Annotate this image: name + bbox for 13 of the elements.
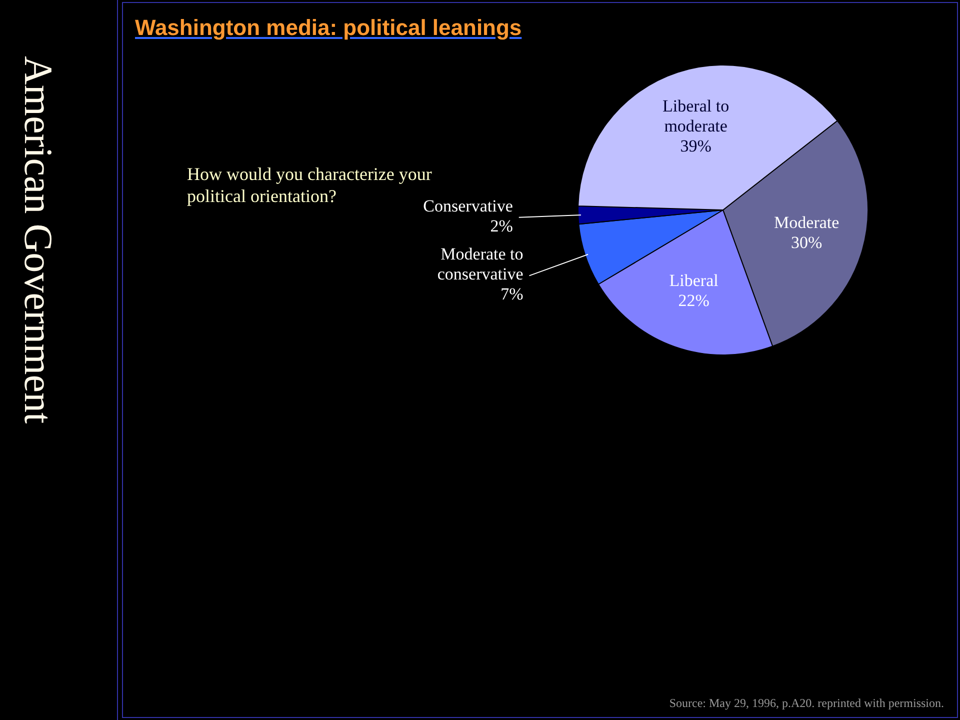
data-label: 2% bbox=[490, 216, 513, 236]
data-label: 22% bbox=[678, 290, 710, 310]
slice-label: Liberal bbox=[669, 270, 719, 290]
data-label: 30% bbox=[791, 232, 822, 252]
slice-label: Moderate bbox=[774, 212, 840, 232]
data-label: 39% bbox=[680, 136, 712, 156]
slice-label: Conservative bbox=[423, 196, 513, 216]
slice-label: Liberal to moderate bbox=[662, 96, 730, 136]
chart-title: Washington media: political leanings bbox=[135, 15, 522, 41]
text: American Government bbox=[16, 56, 61, 424]
source-note: Source: May 29, 1996, p.A20. reprinted with permission. bbox=[669, 696, 944, 711]
slice-label: Moderate to conservative bbox=[437, 244, 524, 284]
data-label: 7% bbox=[500, 284, 524, 304]
